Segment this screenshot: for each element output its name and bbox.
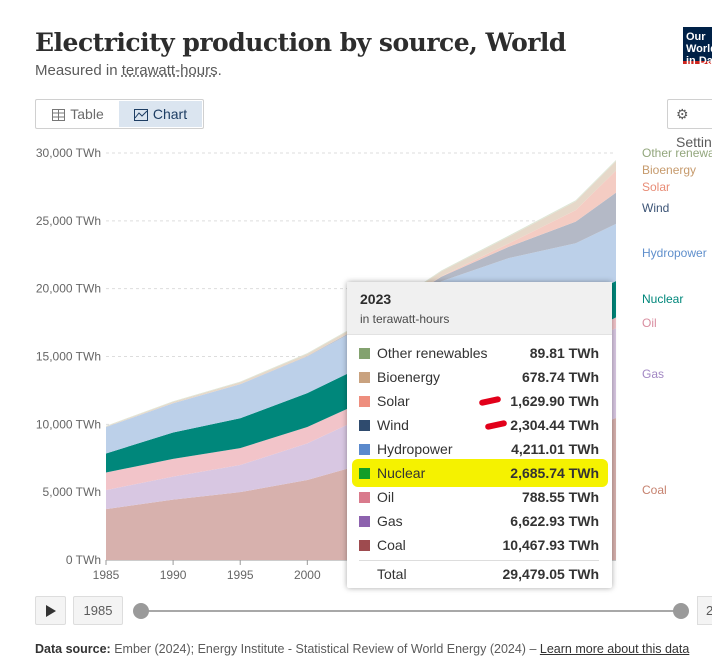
tooltip-series-name: Coal — [377, 537, 406, 553]
source-text: Ember (2024); Energy Institute - Statist… — [114, 642, 537, 656]
gear-icon: ⚙ — [676, 106, 689, 122]
tooltip-series-name: Bioenergy — [377, 369, 441, 385]
play-button[interactable] — [35, 596, 66, 625]
tooltip-series-value: 1,629.90 TWh — [510, 393, 599, 409]
tooltip-swatch — [359, 372, 370, 383]
tooltip-row: Gas 6,622.93 TWh — [359, 511, 599, 533]
table-icon — [52, 109, 66, 121]
learn-more-link[interactable]: Learn more about this data — [539, 642, 690, 656]
settings-button[interactable]: ⚙ Settings — [667, 99, 712, 150]
tooltip-row: Solar 1,629.90 TWh — [359, 391, 599, 413]
tooltip-unit: in terawatt-hours — [360, 312, 450, 326]
page-subtitle: Measured in terawatt-hours. — [35, 62, 222, 79]
tab-chart-label: Chart — [152, 106, 188, 122]
y-tick-label: 20,000 TWh — [36, 282, 101, 296]
owid-logo[interactable]: Our World in Data — [683, 27, 712, 67]
tooltip-row: Hydropower 4,211.01 TWh — [359, 439, 599, 461]
tooltip-divider — [359, 560, 599, 561]
timeline: 1985 2023 — [0, 596, 712, 626]
tooltip-series-value: 678.74 TWh — [521, 369, 599, 385]
tooltip-swatch — [359, 348, 370, 359]
y-tick-label: 0 TWh — [66, 553, 101, 567]
tab-table[interactable]: Table — [38, 101, 118, 127]
chart-icon — [133, 109, 148, 121]
tooltip-swatch — [359, 516, 370, 527]
timeline-start-year[interactable]: 1985 — [73, 596, 123, 625]
logo-text: Our World in Data — [686, 31, 712, 67]
tooltip-series-name: Solar — [377, 393, 410, 409]
tooltip-swatch — [359, 444, 370, 455]
source-label: Data source: — [35, 642, 111, 656]
tooltip-total-label: Total — [377, 566, 407, 582]
x-tick-label: 2000 — [294, 568, 321, 582]
tooltip-series-name: Other renewables — [377, 345, 488, 361]
y-tick-label: 15,000 TWh — [36, 350, 101, 364]
y-tick-label: 5,000 TWh — [43, 485, 101, 499]
tooltip-row: Bioenergy 678.74 TWh — [359, 367, 599, 389]
y-tick-label: 10,000 TWh — [36, 417, 101, 431]
tooltip-series-value: 2,304.44 TWh — [510, 417, 599, 433]
tab-table-label: Table — [70, 106, 104, 122]
tooltip-swatch — [359, 492, 370, 503]
view-tabs: Table Chart — [35, 99, 204, 129]
tooltip-series-value: 10,467.93 TWh — [502, 537, 600, 553]
x-tick-label: 1990 — [160, 568, 187, 582]
tooltip-row: Wind 2,304.44 TWh — [359, 415, 599, 437]
tooltip-series-value: 4,211.01 TWh — [511, 441, 599, 457]
tab-chart[interactable]: Chart — [119, 101, 202, 127]
legend-label: Gas — [642, 367, 664, 381]
legend-label: Bioenergy — [642, 163, 696, 177]
tooltip-series-name: Gas — [377, 513, 403, 529]
tooltip-series-name: Hydropower — [377, 441, 453, 457]
tooltip: 2023 in terawatt-hours Other renewables 8… — [347, 282, 612, 588]
legend-label: Wind — [642, 201, 669, 215]
tooltip-series-value: 2,685.74 TWh — [510, 465, 599, 481]
legend-label: Coal — [642, 483, 667, 497]
legend-label: Nuclear — [642, 292, 683, 306]
subtitle-prefix: Measured in — [35, 62, 122, 79]
x-tick-label: 1995 — [227, 568, 254, 582]
tooltip-series-name: Nuclear — [377, 465, 426, 481]
nuclear-highlight — [352, 459, 608, 487]
subtitle-suffix: . — [217, 62, 222, 79]
legend-label: Oil — [642, 316, 657, 330]
tooltip-swatch — [359, 420, 370, 431]
legend-label: Other renewables — [642, 146, 712, 160]
tooltip-row: Oil 788.55 TWh — [359, 487, 599, 509]
timeline-start-handle[interactable] — [133, 603, 149, 619]
tooltip-row: Nuclear 2,685.74 TWh — [359, 463, 599, 485]
unit-link[interactable]: terawatt-hours — [121, 62, 218, 79]
tooltip-swatch — [359, 396, 370, 407]
x-tick-label: 1985 — [93, 568, 120, 582]
tooltip-series-value: 6,622.93 TWh — [510, 513, 599, 529]
timeline-end-year[interactable]: 2023 — [697, 596, 712, 625]
tooltip-header — [347, 282, 612, 335]
page-title: Electricity production by source, World — [35, 28, 566, 57]
timeline-end-handle[interactable] — [673, 603, 689, 619]
legend-label: Hydropower — [642, 246, 707, 260]
tooltip-swatch — [359, 468, 370, 479]
data-source: Data source: Ember (2024); Energy Instit… — [35, 642, 689, 656]
tooltip-total-row: Total 29,479.05 TWh — [359, 564, 599, 586]
y-tick-label: 30,000 TWh — [36, 146, 101, 160]
y-tick-label: 25,000 TWh — [36, 214, 101, 228]
tooltip-total-value: 29,479.05 TWh — [502, 566, 600, 582]
tooltip-series-value: 89.81 TWh — [529, 345, 599, 361]
timeline-track[interactable] — [141, 610, 681, 612]
tooltip-row: Coal 10,467.93 TWh — [359, 535, 599, 557]
legend-label: Solar — [642, 180, 670, 194]
settings-label: Settings — [676, 134, 712, 150]
tooltip-row: Other renewables 89.81 TWh — [359, 343, 599, 365]
tooltip-year: 2023 — [360, 291, 392, 307]
tooltip-series-value: 788.55 TWh — [521, 489, 599, 505]
tooltip-swatch — [359, 540, 370, 551]
tooltip-series-name: Wind — [377, 417, 409, 433]
play-icon — [46, 605, 56, 617]
tooltip-series-name: Oil — [377, 489, 395, 505]
